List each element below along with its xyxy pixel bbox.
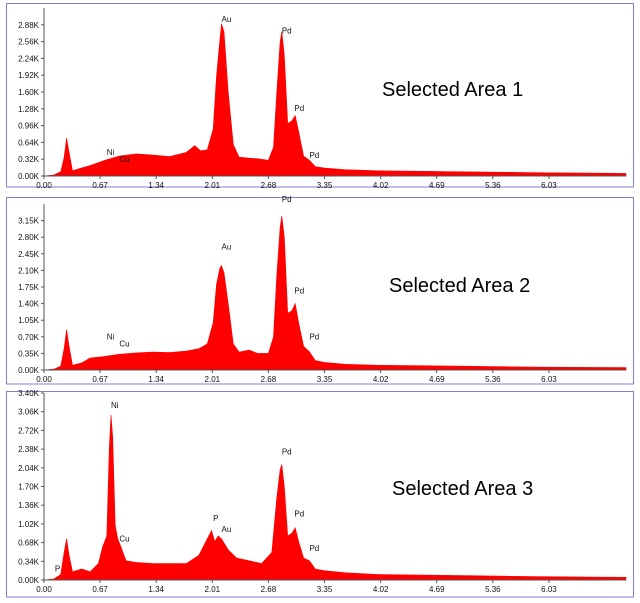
y-tick-label: 0.68K xyxy=(18,539,40,548)
peak-label-ni: Ni xyxy=(111,401,119,410)
y-tick-label: 0.32K xyxy=(18,155,40,164)
spectrum-series xyxy=(43,414,627,581)
x-tick-label: 6.03 xyxy=(541,375,557,384)
y-tick-label: 1.05K xyxy=(18,316,40,325)
panel-frame xyxy=(6,197,634,385)
y-tick-label: 1.02K xyxy=(18,520,40,529)
y-tick-label: 2.10K xyxy=(18,266,40,275)
x-tick-label: 2.01 xyxy=(205,181,221,188)
x-tick-label: 2.68 xyxy=(261,375,277,384)
y-tick-label: 3.15K xyxy=(18,217,40,226)
peak-label-pd: Pd xyxy=(282,26,292,35)
peak-label-cu: Cu xyxy=(119,534,129,543)
x-tick-label: 4.02 xyxy=(373,585,389,594)
chart-title: Selected Area 2 xyxy=(389,275,530,297)
y-tick-label: 1.28K xyxy=(18,105,40,114)
peak-label-au: Au xyxy=(222,15,232,24)
y-tick-label: 0.00K xyxy=(18,366,40,375)
peak-label-p: P xyxy=(55,565,60,574)
chart-title: Selected Area 1 xyxy=(382,79,523,101)
spectrum-series xyxy=(43,215,627,371)
x-tick-label: 0.00 xyxy=(36,585,52,594)
peak-label-p: P xyxy=(213,514,218,523)
y-tick-label: 0.35K xyxy=(18,349,40,358)
peak-label-pd: Pd xyxy=(309,151,319,160)
x-tick-label: 4.69 xyxy=(429,181,445,188)
y-tick-label: 0.64K xyxy=(18,138,40,147)
y-tick-label: 2.38K xyxy=(18,445,40,454)
x-tick-label: 1.34 xyxy=(148,585,164,594)
peak-label-pd: Pd xyxy=(282,196,292,204)
spectrum-chart-3: 0.00K 0.34K 0.68K 1.02K 1.36K 1.70K 2.04K 2.38K… xyxy=(6,390,634,598)
peak-label-cu: Cu xyxy=(119,155,129,164)
y-tick-label: 3.06K xyxy=(18,408,40,417)
x-tick-label: 5.36 xyxy=(485,585,501,594)
x-tick-label: 3.35 xyxy=(317,375,333,384)
y-tick-label: 2.24K xyxy=(18,54,40,63)
y-tick-label: 0.34K xyxy=(18,557,40,566)
x-tick-label: 4.69 xyxy=(429,585,445,594)
spectrum-panel-2: 0.00K 0.35K 0.70K 1.05K 1.40K 1.75K 2.10K 2.45K… xyxy=(6,196,634,385)
spectrum-chart-2: 0.00K 0.35K 0.70K 1.05K 1.40K 1.75K 2.10K 2.45K… xyxy=(6,196,634,385)
y-tick-label: 2.80K xyxy=(18,233,40,242)
x-tick-label: 1.34 xyxy=(148,375,164,384)
x-tick-label: 4.02 xyxy=(373,181,389,188)
x-tick-label: 1.34 xyxy=(148,181,164,188)
y-tick-label: 1.75K xyxy=(18,283,40,292)
x-tick-label: 2.01 xyxy=(205,375,221,384)
y-tick-label: 2.88K xyxy=(18,21,40,30)
peak-label-pd: Pd xyxy=(294,104,304,113)
y-tick-label: 0.00K xyxy=(18,172,40,181)
peak-label-pd: Pd xyxy=(309,332,319,341)
x-tick-label: 2.68 xyxy=(261,585,277,594)
y-tick-label: 1.60K xyxy=(18,88,40,97)
x-tick-label: 4.69 xyxy=(429,375,445,384)
x-tick-label: 5.36 xyxy=(485,375,501,384)
peak-label-au: Au xyxy=(222,525,232,534)
x-tick-label: 3.35 xyxy=(317,181,333,188)
x-tick-label: 5.36 xyxy=(485,181,501,188)
peak-label-pd: Pd xyxy=(294,510,304,519)
peak-label-pd: Pd xyxy=(282,447,292,456)
x-tick-label: 2.01 xyxy=(205,585,221,594)
y-tick-label: 1.36K xyxy=(18,501,40,510)
peak-label-ni: Ni xyxy=(107,332,115,341)
y-tick-label: 1.92K xyxy=(18,71,40,80)
peak-label-cu: Cu xyxy=(119,340,129,349)
spectrum-panel-3: 0.00K 0.34K 0.68K 1.02K 1.36K 1.70K 2.04K 2.38K… xyxy=(6,390,634,598)
y-tick-label: 0.96K xyxy=(18,122,40,131)
peak-label-ni: Ni xyxy=(107,148,115,157)
peak-label-pd: Pd xyxy=(294,286,304,295)
spectrum-panel-1: 0.00K 0.32K 0.64K 0.96K 1.28K 1.60K 1.92K 2.24K… xyxy=(6,2,634,188)
y-tick-label: 2.72K xyxy=(18,426,40,435)
chart-title: Selected Area 3 xyxy=(392,478,533,500)
x-tick-label: 6.03 xyxy=(541,585,557,594)
y-tick-label: 3.40K xyxy=(18,390,40,398)
y-tick-label: 2.45K xyxy=(18,250,40,259)
x-tick-label: 0.67 xyxy=(92,181,108,188)
x-tick-label: 3.35 xyxy=(317,585,333,594)
x-tick-label: 2.68 xyxy=(261,181,277,188)
x-tick-label: 0.67 xyxy=(92,375,108,384)
y-tick-label: 1.40K xyxy=(18,300,40,309)
y-tick-label: 0.70K xyxy=(18,333,40,342)
x-tick-label: 0.00 xyxy=(36,375,52,384)
x-tick-label: 0.00 xyxy=(36,181,52,188)
y-tick-label: 1.70K xyxy=(18,483,40,492)
spectrum-chart-1: 0.00K 0.32K 0.64K 0.96K 1.28K 1.60K 1.92K 2.24K… xyxy=(6,3,634,188)
y-tick-label: 2.04K xyxy=(18,464,40,473)
y-tick-label: 0.00K xyxy=(18,576,40,585)
peak-label-au: Au xyxy=(222,242,232,251)
x-tick-label: 4.02 xyxy=(373,375,389,384)
x-tick-label: 0.67 xyxy=(92,585,108,594)
peak-label-pd: Pd xyxy=(309,544,319,553)
panel-frame xyxy=(6,3,634,188)
x-tick-label: 6.03 xyxy=(541,181,557,188)
spectrum-series xyxy=(43,23,627,177)
y-tick-label: 2.56K xyxy=(18,38,40,47)
